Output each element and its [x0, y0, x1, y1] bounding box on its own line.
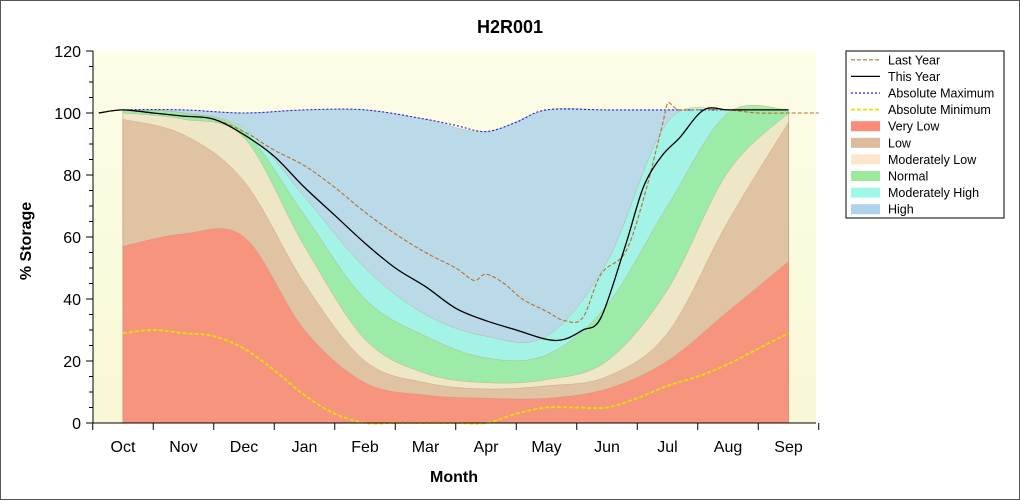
legend-label: This Year [888, 70, 940, 84]
y-tick-label: 20 [63, 354, 81, 371]
x-tick-label: Sep [774, 439, 803, 456]
x-tick-label: Apr [474, 439, 500, 456]
legend-swatch [851, 187, 880, 198]
series-lines [98, 101, 819, 425]
y-tick-label: 40 [63, 292, 81, 309]
legend-item-high: High [851, 203, 914, 217]
legend-label: Moderately Low [888, 153, 977, 167]
x-axis-label: Month [430, 469, 478, 486]
legend-item-moderately-high: Moderately High [851, 186, 979, 200]
legend-label: Very Low [888, 120, 940, 134]
y-tick-label: 100 [54, 106, 81, 123]
legend-item-last-year: Last Year [851, 53, 940, 67]
percentile-bands [122, 104, 789, 424]
x-tick-label: Feb [351, 439, 379, 456]
x-tick-label: Dec [230, 439, 258, 456]
chart-title: H2R001 [477, 17, 543, 37]
legend-item-absolute-maximum: Absolute Maximum [851, 87, 994, 101]
legend-label: Moderately High [888, 186, 979, 200]
x-tick-label: Jul [657, 439, 677, 456]
x-tick-label: Nov [169, 439, 197, 456]
line-this-year [98, 107, 789, 342]
legend-swatch [851, 137, 880, 148]
axes: 0 20 40 60 80 100 120 Oct Nov Dec Jan Feb Mar Apr May J… [54, 44, 820, 456]
x-tick-label: Jun [594, 439, 620, 456]
y-tick-label: 80 [63, 168, 81, 185]
legend-label: Normal [888, 170, 928, 184]
x-tick-label: May [531, 439, 561, 456]
legend-item-this-year: This Year [851, 70, 940, 84]
line-absolute-maximum [98, 108, 789, 133]
line-last-year [98, 101, 819, 323]
band-very-low [122, 228, 789, 424]
legend-label: Absolute Maximum [888, 87, 994, 101]
legend-item-normal: Normal [851, 170, 928, 184]
y-axis-label: % Storage [18, 202, 35, 280]
x-tick-label: Aug [714, 439, 742, 456]
line-absolute-minimum [122, 329, 789, 425]
legend-swatch [851, 204, 880, 215]
legend: Last Year This Year Absolute Maximum Absolu… [845, 50, 1005, 219]
y-tick-label: 60 [63, 230, 81, 247]
legend-swatch [851, 154, 880, 165]
legend-label: Last Year [888, 53, 940, 67]
x-tick-label: Oct [111, 439, 136, 456]
legend-swatch [851, 171, 880, 181]
legend-item-low: Low [851, 136, 912, 150]
legend-swatch [851, 121, 880, 132]
legend-item-moderately-low: Moderately Low [851, 153, 977, 167]
y-tick-label: 120 [54, 44, 81, 61]
x-tick-label: Mar [412, 439, 440, 456]
legend-label: Absolute Minimum [888, 103, 991, 117]
y-tick-label: 0 [72, 416, 81, 433]
legend-item-very-low: Very Low [851, 120, 940, 134]
legend-label: Low [888, 136, 912, 150]
x-tick-label: Jan [292, 439, 318, 456]
legend-label: High [888, 203, 914, 217]
legend-item-absolute-minimum: Absolute Minimum [851, 103, 991, 117]
